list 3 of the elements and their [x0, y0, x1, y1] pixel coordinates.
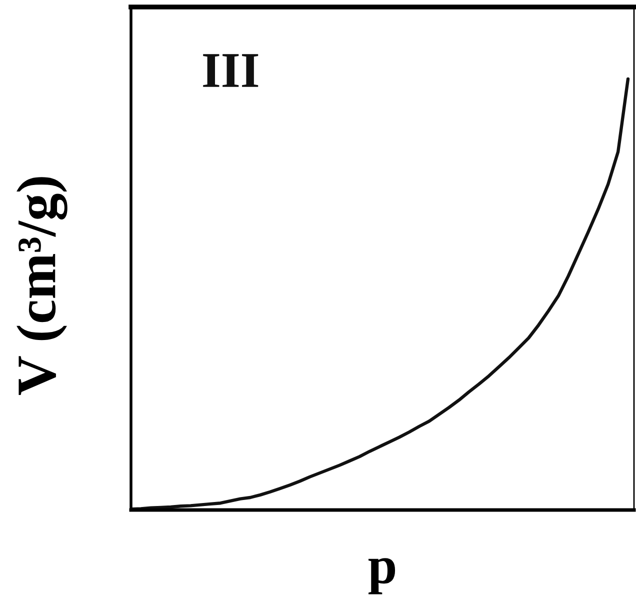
annotation: III	[203, 54, 258, 87]
y-axis-title: V (cm³/g)	[16, 177, 68, 395]
x-axis-title: p	[368, 558, 396, 594]
